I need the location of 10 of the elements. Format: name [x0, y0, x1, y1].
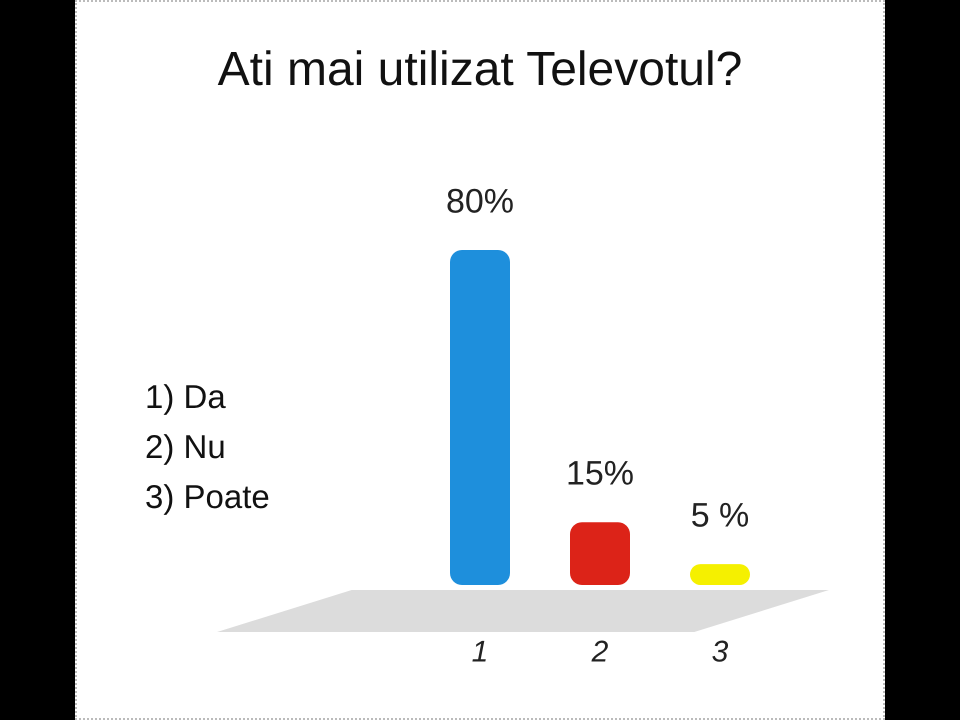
x-tick-label: 2	[590, 635, 609, 668]
data-label: 80%	[446, 182, 514, 220]
data-label: 5 %	[690, 496, 750, 534]
data-label: 15%	[566, 454, 634, 493]
x-tick-label: 1	[472, 635, 488, 668]
text: 2) Nu	[145, 427, 227, 467]
text: 3) Poate	[145, 477, 270, 517]
text: 1) Da	[145, 377, 227, 417]
x-tick-label: 3	[712, 635, 729, 668]
chart-title: Ati mai utilizat Televotul?	[216, 42, 744, 97]
